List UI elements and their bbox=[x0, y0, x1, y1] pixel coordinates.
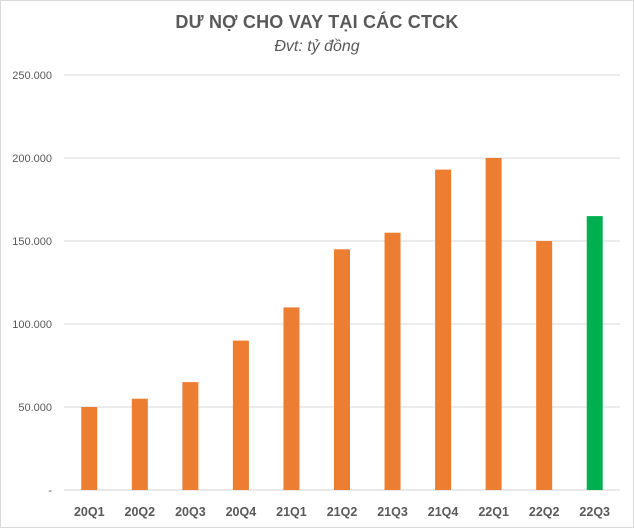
x-tick-label: 20Q3 bbox=[175, 505, 206, 519]
bar-20q2 bbox=[131, 398, 148, 490]
x-tick-label: 21Q1 bbox=[276, 505, 307, 519]
x-tick-label: 22Q1 bbox=[478, 505, 509, 519]
bars bbox=[81, 158, 603, 490]
x-tick-label: 20Q1 bbox=[74, 505, 105, 519]
bar-20q3 bbox=[182, 382, 199, 490]
y-tick-label: - bbox=[48, 485, 52, 497]
bar-21q1 bbox=[283, 307, 300, 490]
x-axis-ticks: 20Q1 20Q2 20Q3 20Q4 21Q1 21Q2 21Q3 21Q4 22Q1 22Q2… bbox=[74, 505, 610, 519]
x-tick-label: 21Q3 bbox=[377, 505, 408, 519]
y-tick-label: 50.000 bbox=[18, 402, 52, 414]
x-tick-label: 22Q3 bbox=[579, 505, 610, 519]
x-tick-label: 20Q2 bbox=[125, 505, 156, 519]
x-tick-label: 21Q2 bbox=[327, 505, 358, 519]
y-tick-label: 250.000 bbox=[12, 70, 52, 82]
y-tick-label: 150.000 bbox=[12, 236, 52, 248]
bar-22q2 bbox=[536, 241, 553, 490]
chart-subtitle: Đvt: tỷ đồng bbox=[274, 38, 360, 55]
y-axis-ticks: - 50.000 100.000 150.000 200.000 250.000 bbox=[12, 70, 52, 497]
bar-22q3 bbox=[586, 216, 603, 490]
bar-21q3 bbox=[384, 232, 401, 490]
bar-20q4 bbox=[232, 340, 249, 490]
x-tick-label: 21Q4 bbox=[428, 505, 459, 519]
bar-22q1 bbox=[485, 158, 502, 490]
y-tick-label: 200.000 bbox=[12, 153, 52, 165]
bar-21q4 bbox=[435, 169, 452, 490]
y-tick-label: 100.000 bbox=[12, 319, 52, 331]
x-tick-label: 22Q2 bbox=[529, 505, 560, 519]
bar-21q2 bbox=[334, 249, 350, 490]
x-tick-label: 20Q4 bbox=[226, 505, 257, 519]
chart-title: DƯ NỢ CHO VAY TẠI CÁC CTCK bbox=[175, 12, 459, 32]
bar-20q1 bbox=[81, 407, 98, 490]
